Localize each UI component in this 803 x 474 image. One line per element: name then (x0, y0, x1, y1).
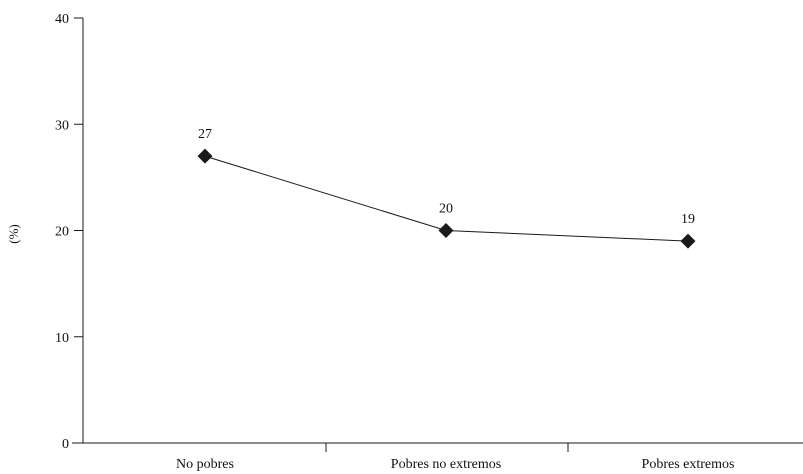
data-label: 20 (439, 202, 453, 217)
y-tick-label: 10 (55, 331, 69, 346)
data-point-marker (197, 148, 213, 164)
y-tick-label: 40 (55, 12, 69, 27)
data-label: 27 (198, 127, 212, 142)
y-tick-label: 30 (55, 118, 69, 133)
y-tick-label: 0 (62, 437, 69, 452)
series: 27 20 19 (197, 127, 696, 249)
y-axis-title: (%) (6, 224, 21, 244)
y-axis: 0 10 20 30 40 (55, 12, 84, 452)
x-axis: No pobres Pobres no extremos Pobres extrem… (72, 442, 803, 472)
y-tick-label: 20 (55, 225, 69, 240)
data-point-marker (438, 223, 454, 238)
x-tick-label: Pobres no extremos (391, 457, 501, 472)
data-label: 19 (681, 212, 695, 227)
x-tick-label: Pobres extremos (642, 457, 735, 472)
data-point-marker (680, 233, 696, 249)
x-tick-label: No pobres (176, 457, 234, 472)
